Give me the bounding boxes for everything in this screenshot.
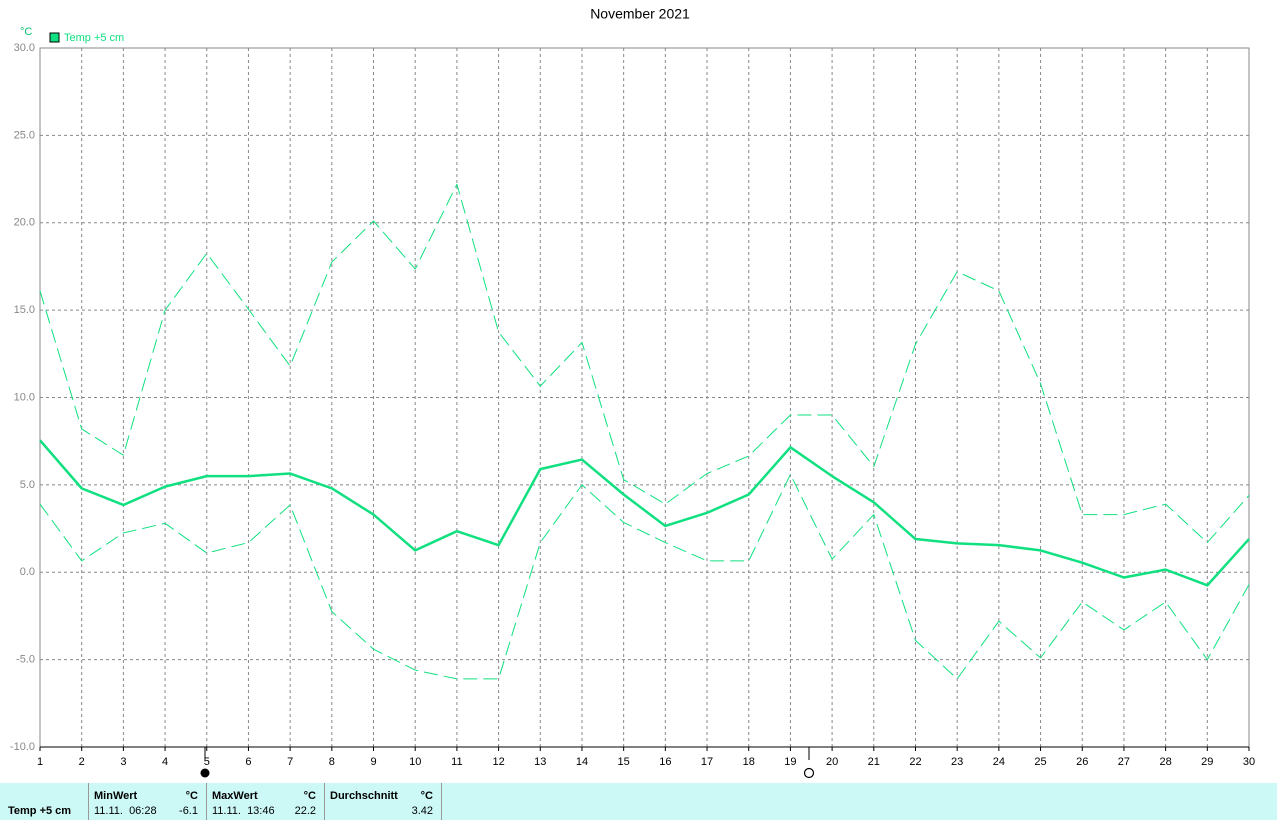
value: 22.2 [294,805,316,817]
x-tick-label: 13 [534,756,546,768]
x-tick-label: 12 [492,756,504,768]
x-tick-label: 9 [370,756,376,768]
value: 3.42 [411,805,433,817]
y-tick-label: 0.0 [20,566,35,578]
x-tick-label: 28 [1159,756,1171,768]
row-label: Temp +5 cm [8,805,72,817]
x-tick-label: 8 [329,756,335,768]
x-tick-label: 25 [1034,756,1046,768]
x-tick-label: 6 [245,756,251,768]
x-tick-label: 27 [1118,756,1130,768]
x-tick-label: 2 [79,756,85,768]
x-tick-label: 30 [1243,756,1255,768]
x-tick-label: 19 [784,756,796,768]
unit: °C [303,790,316,802]
x-tick-label: 4 [162,756,168,768]
legend-label: Temp +5 cm [64,32,124,44]
y-tick-label: 25.0 [14,129,35,141]
unit: °C [185,790,198,802]
chart: November 2021 °C Temp +5 cm -10.0 -5.0 0.0… [10,6,1255,779]
x-tick-label: 14 [576,756,588,768]
header: MinWert [94,790,138,802]
x-tick-label: 22 [909,756,921,768]
chart-title: November 2021 [590,6,690,22]
y-tick-label: 5.0 [20,479,35,491]
y-tick-label: 30.0 [14,42,35,54]
x-tick-label: 21 [868,756,880,768]
value: -6.1 [179,805,198,817]
y-tick-label: 20.0 [14,217,35,229]
max-cell: MaxWert °C 11.11. 13:46 22.2 [207,783,325,820]
x-tick-label: 24 [993,756,1005,768]
x-tick-label: 3 [120,756,126,768]
unit: °C [420,790,433,802]
x-tick-label: 1 [37,756,43,768]
x-tick-label: 11 [451,756,462,768]
header: MaxWert [212,790,258,802]
series-line [39,473,1250,680]
time: 11.11. 06:28 [94,805,157,817]
moon-new [200,768,210,778]
y-tick-label: -10.0 [10,741,35,753]
x-tick-label: 26 [1076,756,1088,768]
row-label-cell: Temp +5 cm [0,783,89,820]
min-cell: MinWert °C 11.11. 06:28 -6.1 [89,783,207,820]
x-tick-label: 5 [204,756,210,768]
x-tick-label: 16 [659,756,671,768]
legend-swatch [49,32,60,43]
x-tick-label: 17 [701,756,713,768]
x-tick-label: 7 [287,756,293,768]
x-tick-label: 29 [1201,756,1213,768]
moon-full [803,767,815,779]
avg-cell: Durchschnitt °C 3.42 [325,783,442,820]
summary-table: Temp +5 cm MinWert °C 11.11. 06:28 -6.1 … [0,783,1277,820]
series-line [39,439,1250,587]
x-tick-label: 20 [826,756,838,768]
y-tick-label: -5.0 [16,654,35,666]
y-tick-label: 15.0 [14,304,35,316]
legend: Temp +5 cm [49,32,124,44]
x-tick-label: 23 [951,756,963,768]
x-tick-label: 10 [409,756,421,768]
y-tick-label: 10.0 [14,391,35,403]
time: 11.11. 13:46 [212,805,275,817]
y-axis-label: °C [20,26,32,38]
x-tick-label: 18 [743,756,755,768]
series-line [39,183,1250,544]
header: Durchschnitt [330,790,398,802]
x-tick-label: 15 [618,756,630,768]
